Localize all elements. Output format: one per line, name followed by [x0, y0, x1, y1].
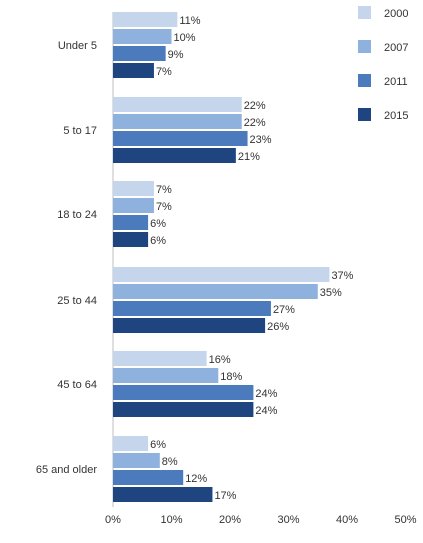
- bar: [113, 46, 166, 61]
- bar: [113, 215, 149, 230]
- bar: [113, 181, 154, 196]
- bar: [113, 12, 178, 27]
- x-tick-label: 50%: [394, 514, 416, 526]
- bar: [113, 267, 330, 282]
- bar: [113, 368, 219, 383]
- data-label: 24%: [255, 388, 277, 400]
- data-label: 9%: [168, 49, 184, 61]
- x-tick-label: 20%: [219, 514, 241, 526]
- bar: [113, 148, 236, 163]
- legend: 2000 2007 2011 2015: [358, 6, 408, 122]
- category-label: 65 and older: [36, 464, 97, 476]
- legend-label: 2011: [384, 76, 408, 88]
- legend-label: 2000: [384, 8, 408, 20]
- data-label: 6%: [150, 235, 166, 247]
- data-label: 18%: [220, 371, 242, 383]
- legend-swatch: [358, 6, 371, 19]
- legend-swatch: [358, 108, 371, 121]
- bar: [113, 114, 242, 129]
- bar: [113, 198, 154, 213]
- x-tick-label: 40%: [336, 514, 358, 526]
- data-label: 22%: [244, 100, 266, 112]
- data-label: 24%: [255, 405, 277, 417]
- bar: [113, 29, 172, 44]
- data-label: 6%: [150, 218, 166, 230]
- data-label: 23%: [250, 134, 272, 146]
- data-label: 7%: [156, 201, 172, 213]
- data-label: 16%: [209, 354, 231, 366]
- category-label: 5 to 17: [63, 125, 97, 137]
- bar: [113, 318, 266, 333]
- x-tick-label: 0%: [105, 514, 121, 526]
- x-tick-label: 30%: [277, 514, 299, 526]
- legend-label: 2007: [384, 42, 408, 54]
- legend-label: 2015: [384, 110, 408, 122]
- bar: [113, 97, 242, 112]
- data-label: 7%: [156, 66, 172, 78]
- bar: [113, 63, 154, 78]
- category-label: 25 to 44: [57, 295, 97, 307]
- bar: [113, 487, 213, 502]
- category-label: 18 to 24: [57, 209, 97, 221]
- x-tick-label: 10%: [160, 514, 182, 526]
- data-label: 21%: [238, 151, 260, 163]
- data-label: 11%: [179, 15, 200, 27]
- data-label: 10%: [174, 32, 196, 44]
- data-label: 35%: [320, 287, 342, 299]
- legend-swatch: [358, 74, 371, 87]
- data-label: 27%: [273, 304, 295, 316]
- bar: [113, 453, 160, 468]
- category-label: 45 to 64: [57, 379, 97, 391]
- legend-swatch: [358, 40, 371, 53]
- data-label: 17%: [214, 490, 236, 502]
- data-label: 37%: [331, 270, 353, 282]
- bar: [113, 402, 254, 417]
- category-label: Under 5: [58, 40, 97, 52]
- bar: [113, 301, 271, 316]
- data-label: 26%: [267, 321, 289, 333]
- bar: [113, 284, 318, 299]
- data-label: 8%: [162, 456, 178, 468]
- data-label: 7%: [156, 184, 172, 196]
- data-label: 6%: [150, 439, 166, 451]
- data-label: 12%: [185, 473, 207, 485]
- bar: [113, 385, 254, 400]
- bars-group: 11% 10% 9% 7% 22% 22% 23% 21% 7% 7% 6% 6% 37% 35% 27% 2…: [113, 12, 354, 502]
- bar: [113, 232, 149, 247]
- bar: [113, 470, 184, 485]
- bar: [113, 436, 149, 451]
- bar: [113, 131, 248, 146]
- data-label: 22%: [244, 117, 266, 129]
- bar: [113, 351, 207, 366]
- axis-group: 0% 10% 20% 30% 40% 50% Under 5 5 to 17 18 to 24 2…: [36, 12, 417, 526]
